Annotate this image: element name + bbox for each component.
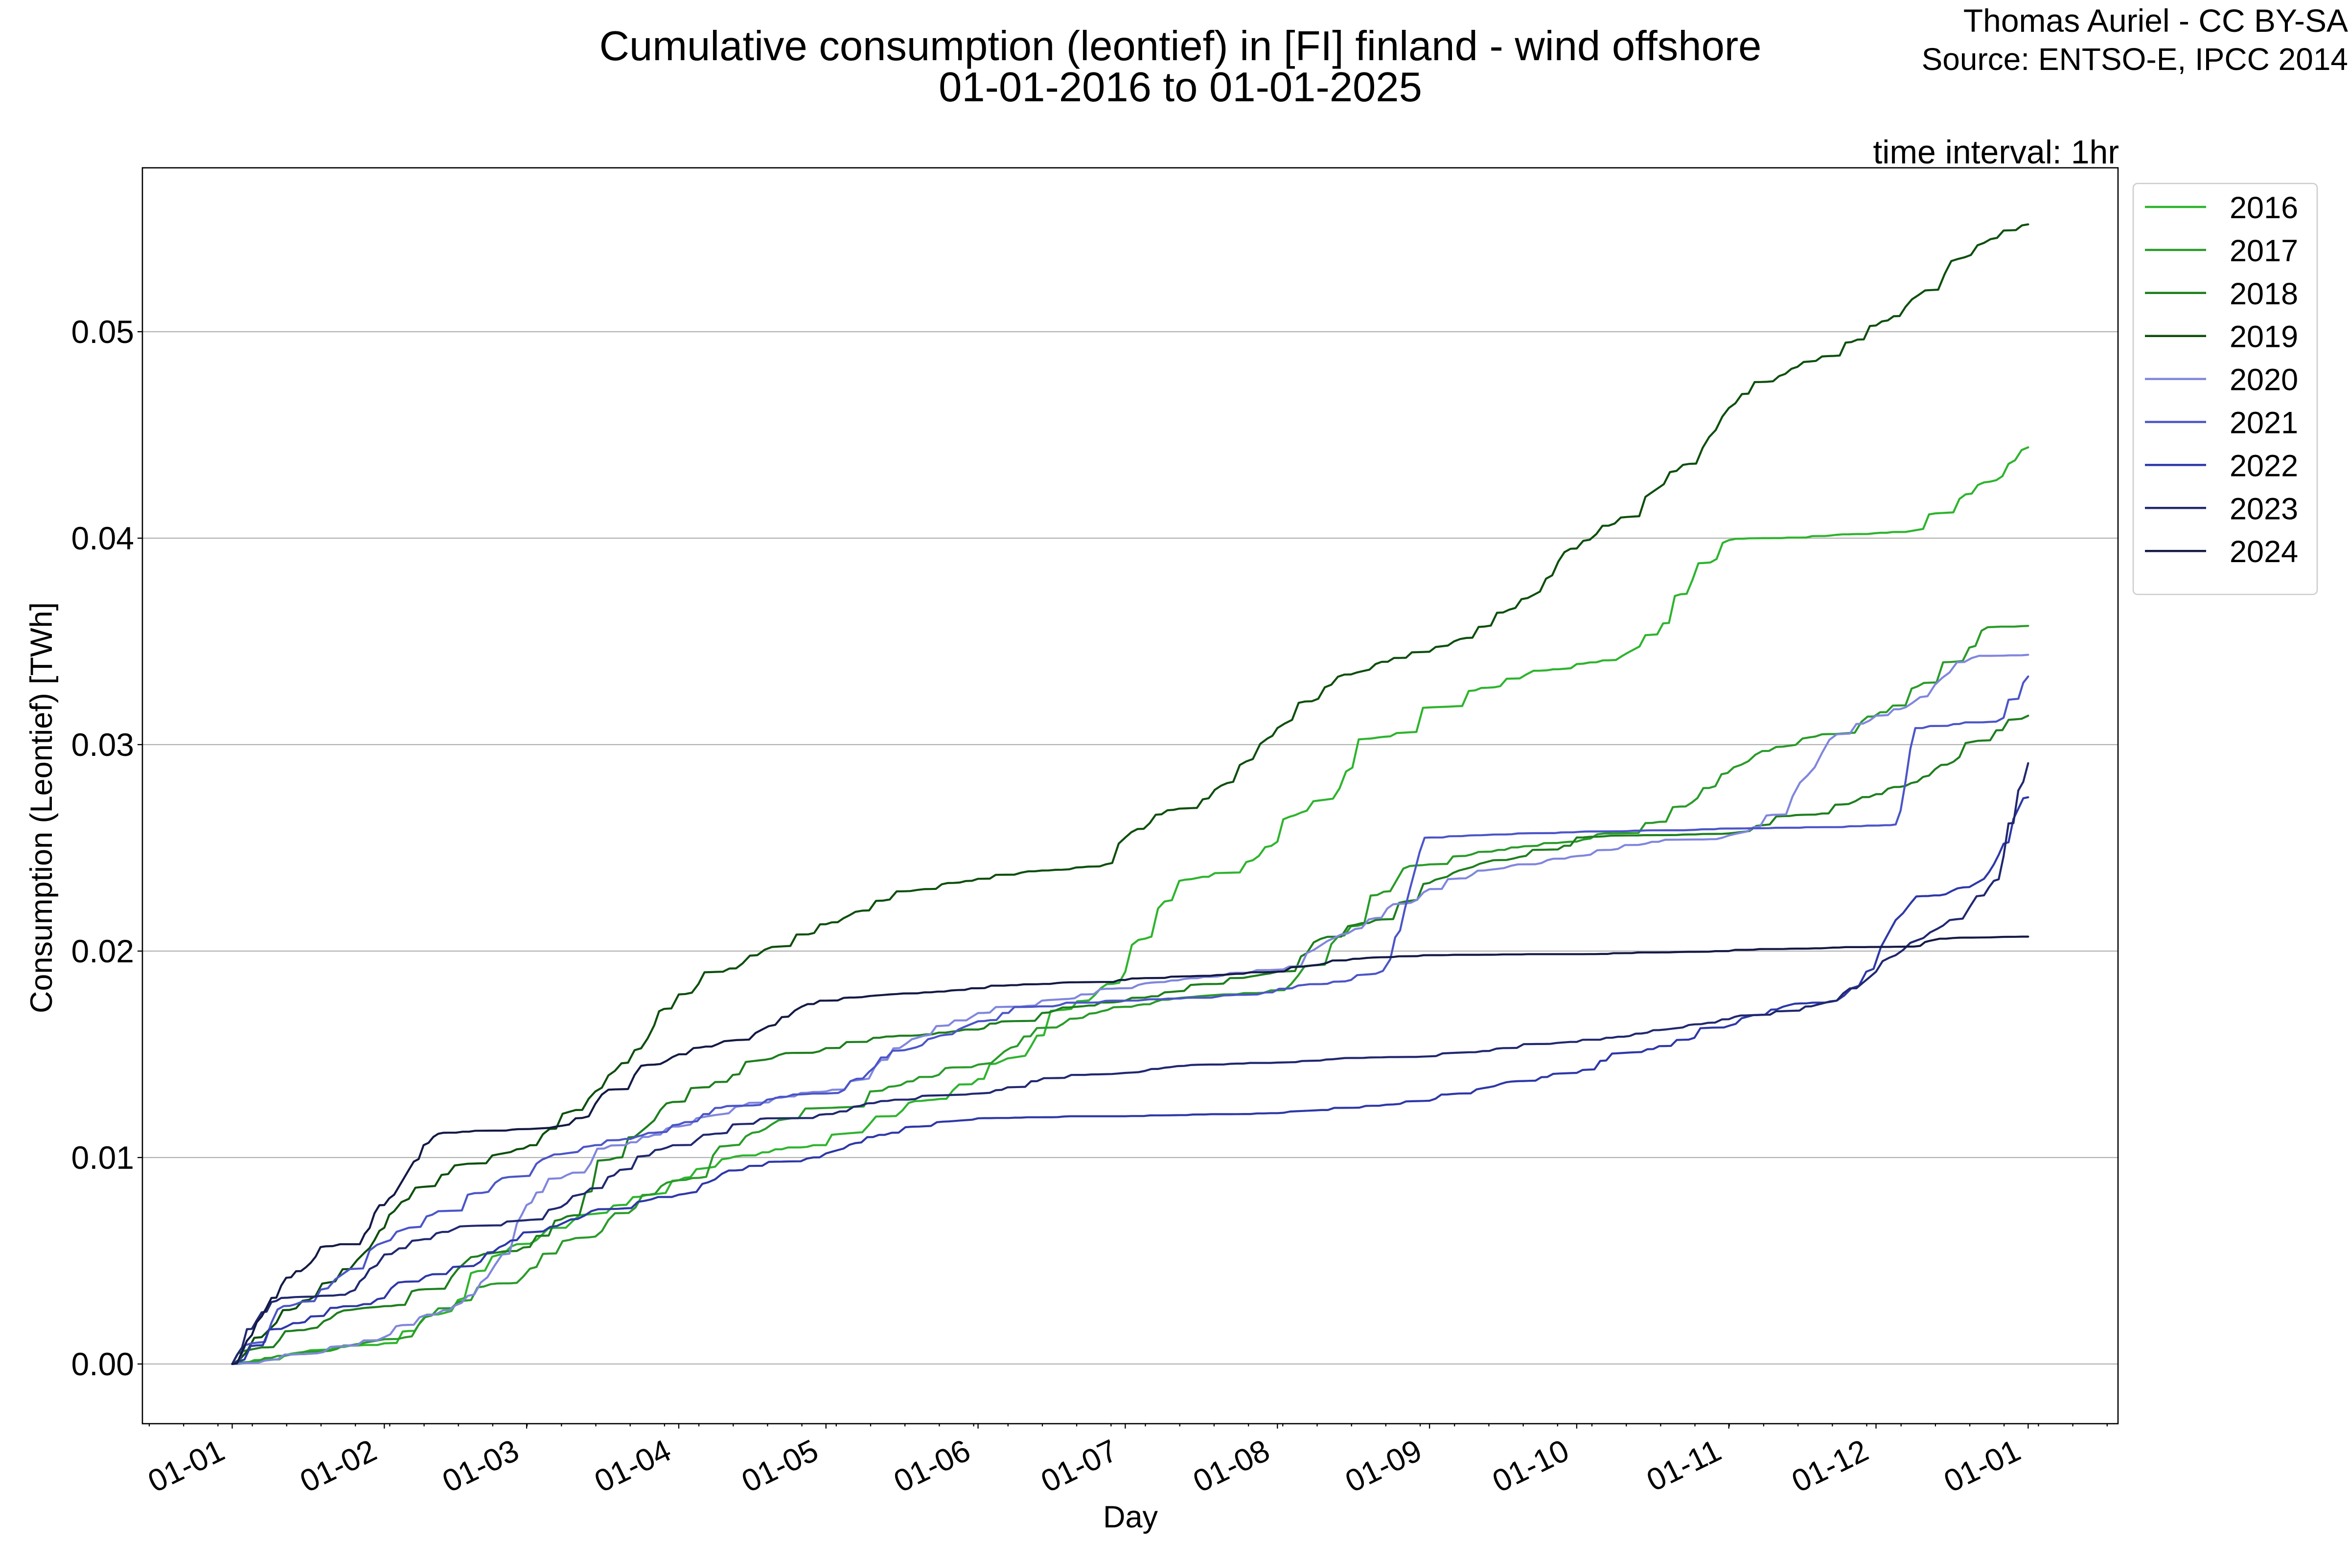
svg-text:2019: 2019 <box>2230 320 2298 354</box>
svg-text:2017: 2017 <box>2230 234 2298 268</box>
svg-text:2022: 2022 <box>2230 449 2298 483</box>
svg-text:0.01: 0.01 <box>71 1139 134 1176</box>
svg-text:0.00: 0.00 <box>71 1346 134 1382</box>
svg-text:01-01-2016 to 01-01-2025: 01-01-2016 to 01-01-2025 <box>939 64 1422 111</box>
svg-text:Day: Day <box>1103 1500 1158 1534</box>
svg-text:2020: 2020 <box>2230 363 2298 397</box>
svg-text:Cumulative consumption (leonti: Cumulative consumption (leontief) in [FI… <box>599 23 1762 69</box>
svg-text:0.03: 0.03 <box>71 727 134 763</box>
svg-text:2024: 2024 <box>2230 535 2298 569</box>
svg-text:0.05: 0.05 <box>71 314 134 350</box>
svg-text:0.02: 0.02 <box>71 933 134 969</box>
svg-text:2018: 2018 <box>2230 277 2298 311</box>
svg-text:2021: 2021 <box>2230 406 2298 440</box>
svg-text:0.04: 0.04 <box>71 520 134 556</box>
svg-text:Consumption (Leontief) [TWh]: Consumption (Leontief) [TWh] <box>24 602 59 1013</box>
svg-text:2023: 2023 <box>2230 492 2298 526</box>
svg-text:Source: ENTSO-E, IPCC 2014: Source: ENTSO-E, IPCC 2014 <box>1922 42 2348 77</box>
svg-text:2016: 2016 <box>2230 191 2298 225</box>
svg-text:Thomas Auriel - CC BY-SA: Thomas Auriel - CC BY-SA <box>1963 2 2348 39</box>
svg-text:time interval: 1hr: time interval: 1hr <box>1873 134 2119 171</box>
